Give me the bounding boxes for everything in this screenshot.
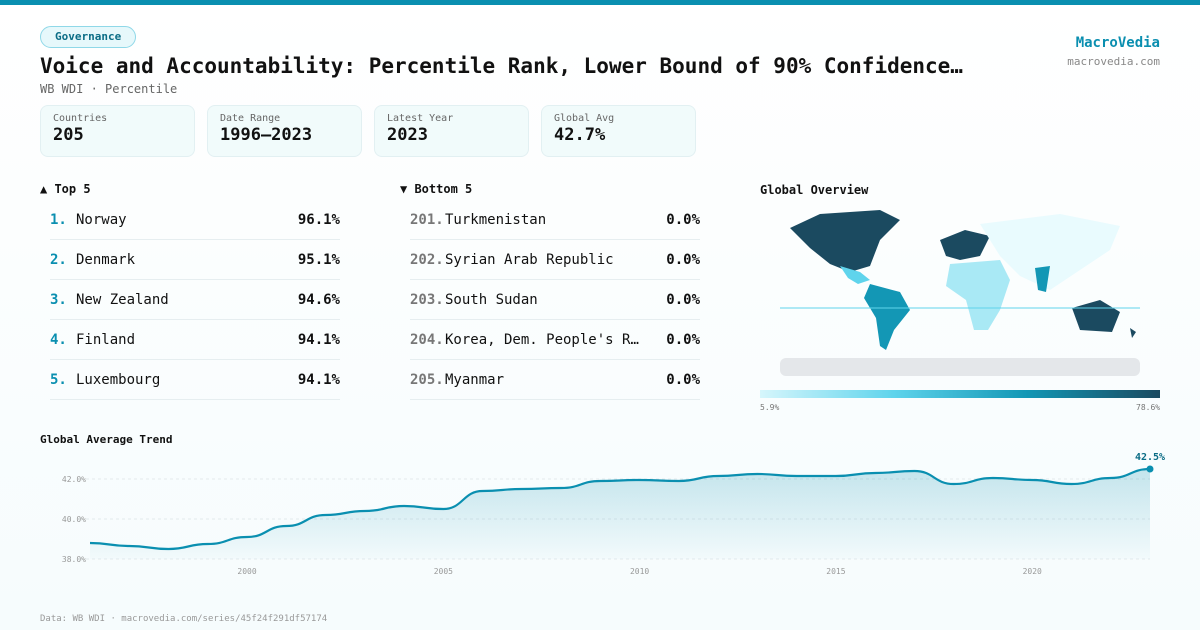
value: 0.0% [666, 291, 700, 308]
list-item[interactable]: 204. Korea, Dem. People's Rep. 0.0% [410, 320, 700, 360]
south-asia[interactable] [1035, 266, 1050, 292]
rank: 204. [410, 331, 444, 348]
y-tick-label: 38.0% [62, 555, 86, 564]
rank: 1. [50, 211, 67, 228]
antarctica[interactable] [780, 358, 1140, 376]
value: 0.0% [666, 331, 700, 348]
list-item[interactable]: 203. South Sudan 0.0% [410, 280, 700, 320]
country-name: Myanmar [445, 371, 505, 388]
country-name: South Sudan [445, 291, 538, 308]
rank: 205. [410, 371, 444, 388]
x-tick-label: 2005 [434, 567, 453, 576]
country-name: Denmark [76, 251, 136, 268]
value: 95.1% [297, 251, 340, 268]
list-item[interactable]: 2. Denmark 95.1% [50, 240, 340, 280]
country-name: Luxembourg [76, 371, 161, 388]
rank: 201. [410, 211, 444, 228]
list-item[interactable]: 5. Luxembourg 94.1% [50, 360, 340, 400]
x-tick-label: 2020 [1023, 567, 1042, 576]
page-title: Voice and Accountability: Percentile Ran… [40, 54, 963, 78]
australia[interactable] [1072, 300, 1120, 332]
legend-min: 5.9% [760, 403, 780, 412]
x-tick-label: 2010 [630, 567, 649, 576]
central-america[interactable] [840, 266, 870, 284]
brand-logo[interactable]: MacroVedia [1075, 35, 1160, 51]
rank: 3. [50, 291, 67, 308]
world-map[interactable] [760, 200, 1160, 380]
brand-url[interactable]: macrovedia.com [1067, 55, 1160, 68]
country-name: Korea, Dem. People's Rep. [445, 331, 640, 348]
stat-value: 42.7% [554, 125, 606, 145]
new-zealand[interactable] [1130, 328, 1136, 338]
list-item[interactable]: 202. Syrian Arab Republic 0.0% [410, 240, 700, 280]
value: 94.1% [297, 371, 340, 388]
rank: 203. [410, 291, 444, 308]
list-item[interactable]: 201. Turkmenistan 0.0% [410, 200, 700, 240]
stat-date-range: Date Range 1996–2023 [207, 105, 362, 157]
category-badge[interactable]: Governance [40, 26, 137, 48]
legend-max: 78.6% [1136, 403, 1161, 412]
list-item[interactable]: 1. Norway 96.1% [50, 200, 340, 240]
country-name: Syrian Arab Republic [445, 251, 614, 268]
value: 96.1% [297, 211, 340, 228]
bottom5-title: ▼ Bottom 5 [400, 182, 473, 196]
stat-label: Global Avg [554, 113, 615, 124]
rank: 5. [50, 371, 67, 388]
y-tick-label: 40.0% [62, 515, 86, 524]
stat-label: Date Range [220, 113, 281, 124]
country-name: Norway [76, 211, 127, 228]
stat-value: 1996–2023 [220, 125, 313, 145]
top-accent-bar [0, 0, 1200, 5]
value: 94.6% [297, 291, 340, 308]
value: 0.0% [666, 211, 700, 228]
map-color-legend [760, 390, 1160, 398]
top5-title: ▲ Top 5 [40, 182, 91, 196]
country-name: Finland [76, 331, 136, 348]
y-tick-label: 42.0% [62, 475, 86, 484]
last-value-label: 42.5% [1135, 452, 1165, 463]
trend-chart[interactable]: 38.0% 40.0% 42.0% 2000 2005 2010 2015 2020 42.5% [0, 440, 1200, 590]
x-tick-label: 2015 [826, 567, 845, 576]
stat-value: 205 [53, 125, 84, 145]
country-name: Turkmenistan [445, 211, 547, 228]
list-item[interactable]: 3. New Zealand 94.6% [50, 280, 340, 320]
page-subtitle: WB WDI · Percentile [40, 82, 178, 96]
value: 0.0% [666, 371, 700, 388]
list-item[interactable]: 4. Finland 94.1% [50, 320, 340, 360]
value: 0.0% [666, 251, 700, 268]
stat-label: Countries [53, 113, 108, 124]
chart-title: Global Average Trend [40, 433, 173, 446]
stat-global-avg: Global Avg 42.7% [541, 105, 696, 157]
south-america[interactable] [864, 284, 910, 350]
stat-value: 2023 [387, 125, 428, 145]
asia[interactable] [980, 214, 1120, 290]
footer-source: Data: WB WDI · macrovedia.com/series/45f… [40, 614, 328, 624]
north-america[interactable] [790, 210, 900, 272]
rank: 202. [410, 251, 444, 268]
trend-area [90, 469, 1150, 559]
africa[interactable] [946, 260, 1010, 330]
value: 94.1% [297, 331, 340, 348]
europe[interactable] [940, 230, 990, 260]
map-title: Global Overview [760, 183, 869, 197]
country-name: New Zealand [76, 291, 169, 308]
stat-latest-year: Latest Year 2023 [374, 105, 529, 157]
trend-line [89, 467, 1151, 551]
stat-label: Latest Year [387, 113, 454, 124]
stat-countries: Countries 205 [40, 105, 195, 157]
rank: 2. [50, 251, 67, 268]
rank: 4. [50, 331, 67, 348]
data-point[interactable] [1146, 465, 1154, 473]
list-item[interactable]: 205. Myanmar 0.0% [410, 360, 700, 400]
x-tick-label: 2000 [237, 567, 256, 576]
